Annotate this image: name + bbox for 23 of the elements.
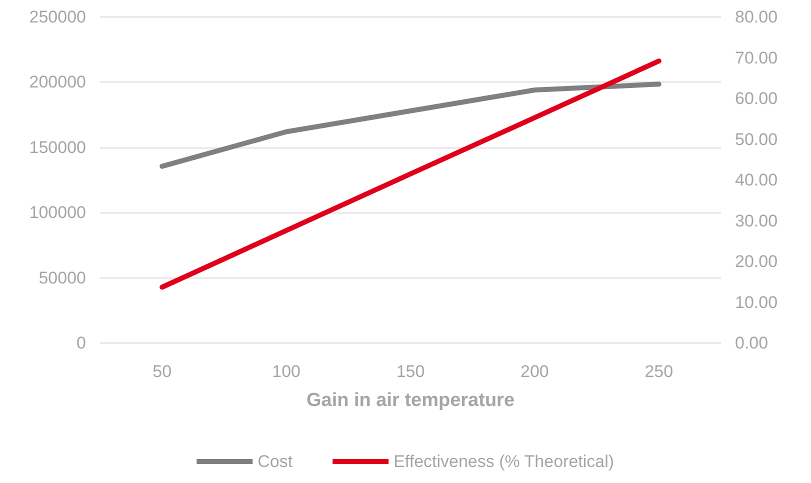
y-tick-label: 200000 <box>29 72 86 92</box>
y2-tick-label: 40.00 <box>735 170 778 190</box>
y-tick-label: 0 <box>76 334 86 352</box>
x-tick-label: 50 <box>152 362 172 381</box>
y2-tick-label: 10.00 <box>735 292 778 312</box>
legend-label: Effectiveness (% Theoretical) <box>394 452 614 471</box>
y-tick-label: 100000 <box>29 203 86 222</box>
y2-tick-label: 20.00 <box>735 252 778 271</box>
y2-tick-label: 50.00 <box>735 130 778 149</box>
x-tick-label: 200 <box>520 362 549 381</box>
x-tick-label: 100 <box>272 362 300 381</box>
y2-tick-label: 0.00 <box>735 334 768 352</box>
legend-label: Cost <box>258 452 293 471</box>
y2-tick-label: 30.00 <box>735 211 778 230</box>
y-tick-label: 50000 <box>38 268 86 288</box>
x-tick-label: 150 <box>396 362 425 381</box>
x-axis-title: Gain in air temperature <box>306 390 515 411</box>
x-tick-label: 250 <box>644 362 674 381</box>
y-tick-label: 150000 <box>29 138 86 157</box>
y2-tick-label: 60.00 <box>735 89 778 108</box>
y2-tick-label: 70.00 <box>735 48 778 68</box>
y2-tick-label: 80.00 <box>735 8 778 26</box>
y-tick-label: 250000 <box>29 8 86 26</box>
